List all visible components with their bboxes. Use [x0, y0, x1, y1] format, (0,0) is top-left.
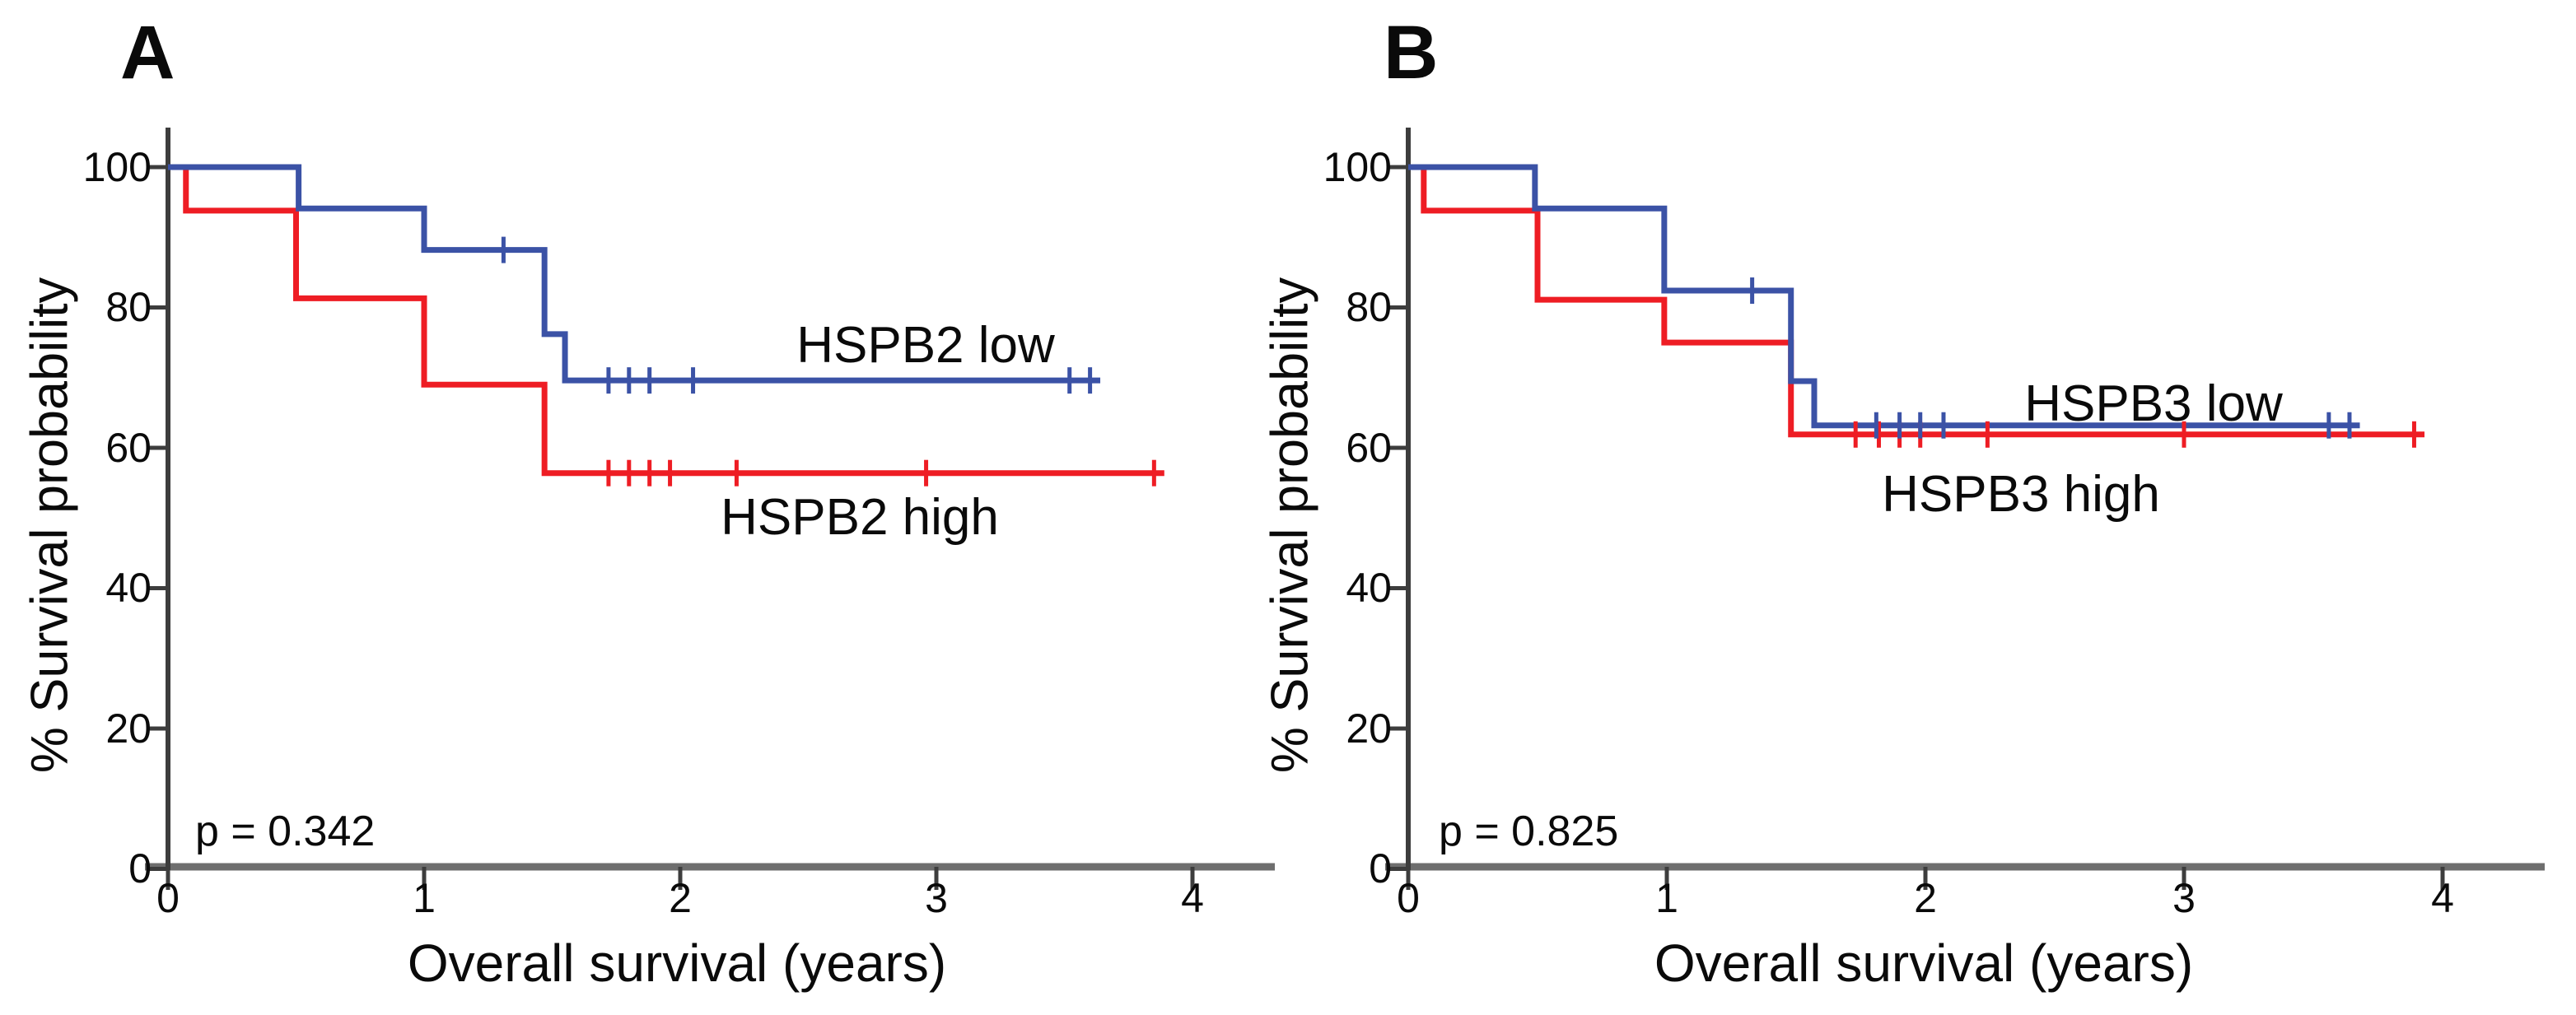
p-value-a: p = 0.342 — [195, 808, 376, 855]
legend-hspb2-high: HSPB2 high — [721, 489, 999, 546]
y-axis-title-a: % Survival probability — [21, 277, 79, 774]
x-tick-label-b-0: 0 — [1397, 875, 1420, 921]
x-tick-label-a-1: 1 — [413, 875, 436, 921]
y-tick-label-b-20: 20 — [1346, 705, 1392, 752]
y-tick-label-b-80: 80 — [1346, 284, 1392, 330]
y-tick-label-a-0: 0 — [128, 845, 152, 892]
y-tick-label-a-40: 40 — [105, 565, 152, 611]
y-tick-label-b-60: 60 — [1346, 425, 1392, 471]
panel-a-label: A — [120, 11, 175, 95]
y-tick-label-a-60: 60 — [105, 425, 152, 471]
y-tick-label-a-80: 80 — [105, 284, 152, 330]
x-tick-label-a-2: 2 — [669, 875, 692, 921]
x-axis-title-a: Overall survival (years) — [407, 934, 947, 993]
p-value-b: p = 0.825 — [1439, 808, 1619, 855]
y-tick-label-a-100: 100 — [82, 144, 152, 190]
y-tick-label-b-40: 40 — [1346, 565, 1392, 611]
x-tick-label-b-2: 2 — [1914, 875, 1937, 921]
legend-hspb2-low: HSPB2 low — [796, 317, 1055, 374]
km-curve-hspb3-low — [1408, 164, 2360, 429]
legend-hspb3-low: HSPB3 low — [2024, 375, 2283, 432]
x-tick-label-b-4: 4 — [2431, 875, 2454, 921]
legend-hspb3-high: HSPB3 high — [1882, 466, 2160, 523]
km-curve-hspb3-high — [1408, 164, 2425, 438]
y-axis-title-b: % Survival probability — [1261, 277, 1319, 774]
x-tick-label-a-4: 4 — [1181, 875, 1204, 921]
x-tick-label-b-1: 1 — [1655, 875, 1678, 921]
y-tick-label-b-100: 100 — [1323, 144, 1392, 190]
x-tick-label-b-3: 3 — [2172, 875, 2196, 921]
y-tick-label-b-0: 0 — [1369, 845, 1392, 892]
x-tick-label-a-0: 0 — [156, 875, 180, 921]
km-curve-hspb2-low — [168, 164, 1101, 384]
y-tick-label-a-20: 20 — [105, 705, 152, 752]
x-tick-label-a-3: 3 — [925, 875, 948, 921]
km-curve-hspb2-high — [168, 164, 1164, 477]
panel-b-label: B — [1384, 11, 1439, 95]
x-axis-title-b: Overall survival (years) — [1654, 934, 2194, 993]
